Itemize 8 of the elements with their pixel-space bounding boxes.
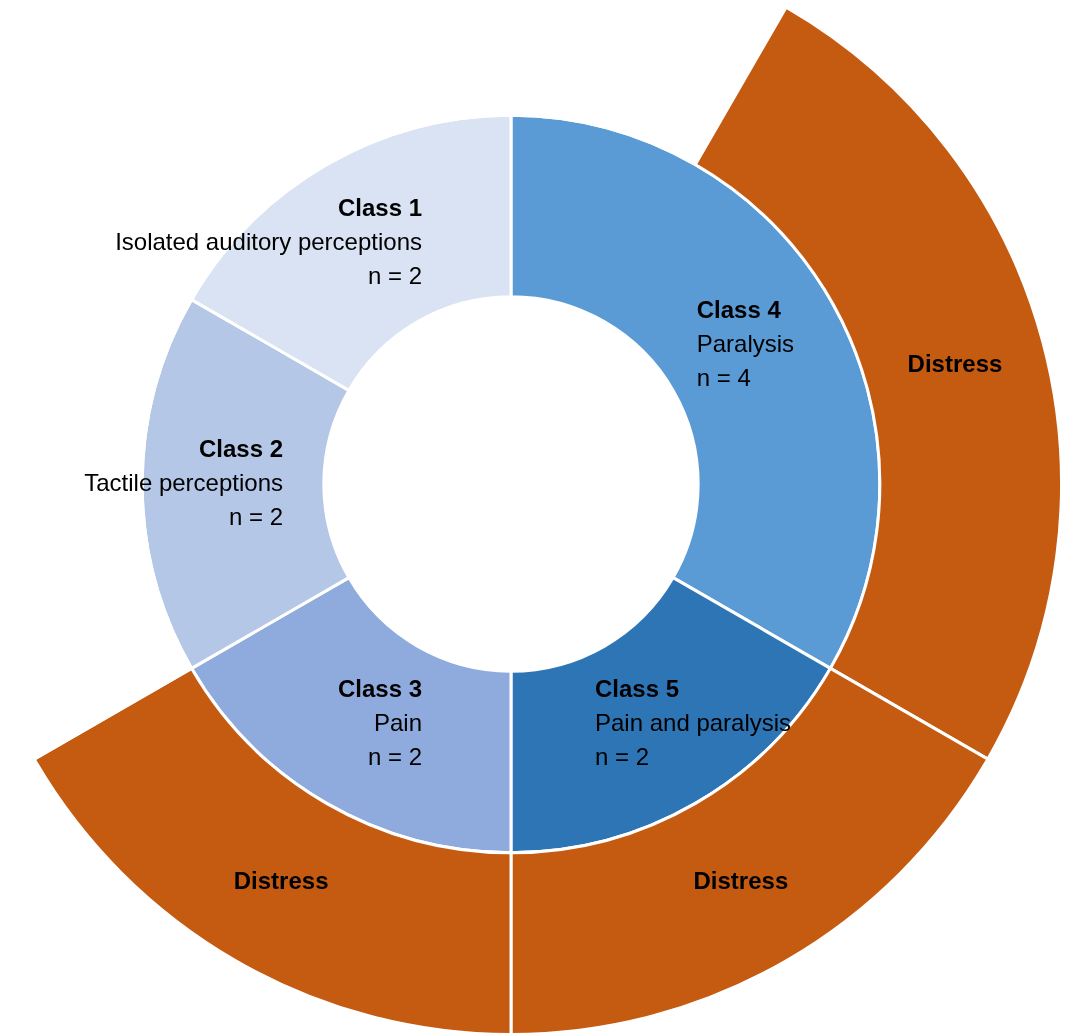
text: Distress bbox=[693, 866, 789, 894]
data-label: n = 4 bbox=[696, 363, 751, 391]
data-label: n = 2 bbox=[367, 261, 422, 289]
slice-label: Distress bbox=[907, 349, 1003, 377]
text: Distress bbox=[233, 866, 329, 894]
data-label: n = 2 bbox=[228, 502, 283, 530]
data-label: n = 2 bbox=[367, 743, 422, 771]
data-label: n = 2 bbox=[595, 743, 650, 771]
